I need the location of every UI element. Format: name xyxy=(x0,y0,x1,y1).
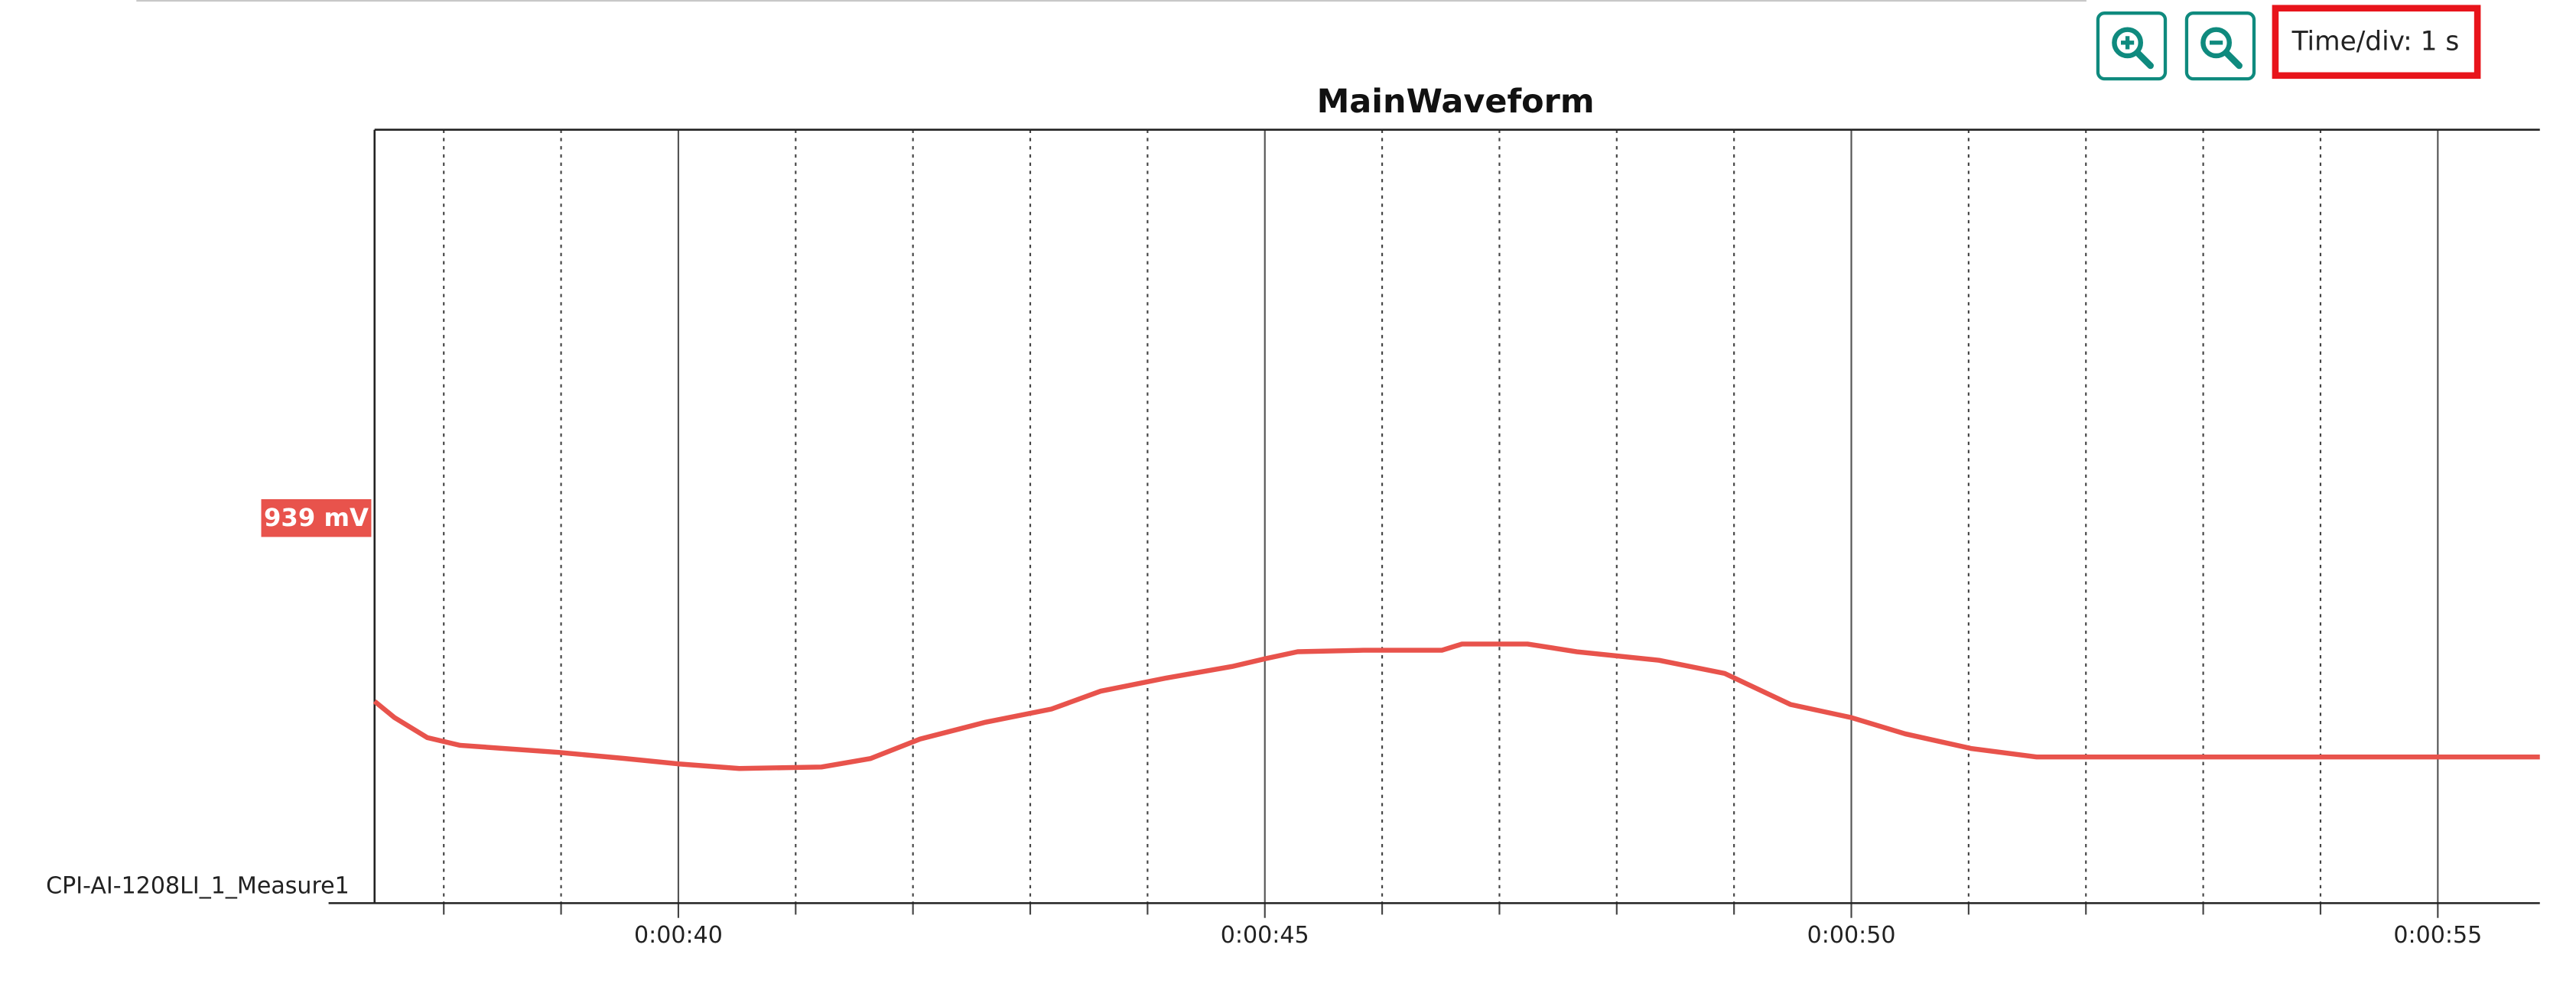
x-tick-label: 0:00:55 xyxy=(2393,922,2482,949)
level-marker-label: 939 mV xyxy=(264,503,369,532)
zoom-out-button[interactable] xyxy=(2184,11,2256,81)
x-tick-label: 0:00:40 xyxy=(634,922,723,949)
zoom-in-button[interactable] xyxy=(2096,11,2168,81)
x-tick-label: 0:00:50 xyxy=(1807,922,1896,949)
time-div-label: Time/div: 1 s xyxy=(2291,26,2460,57)
chart-title: MainWaveform xyxy=(1317,83,1595,121)
icon xyxy=(2223,49,2243,70)
channel-label: CPI-AI-1208LI_1_Measure1 xyxy=(46,872,350,899)
button-frame xyxy=(2096,11,2168,81)
plot-area: 0:00:40 0:00:45 0:00:50 0:00:55 xyxy=(328,128,2540,949)
icon xyxy=(2134,49,2154,70)
x-tick-label: 0:00:45 xyxy=(1221,922,1309,949)
icon xyxy=(2112,27,2144,59)
button-frame xyxy=(2184,11,2256,81)
icon xyxy=(2121,36,2135,50)
time-div-box[interactable] xyxy=(2272,5,2481,80)
icon xyxy=(2200,27,2232,59)
level-marker-box xyxy=(261,498,372,537)
waveform-line xyxy=(372,641,2540,771)
